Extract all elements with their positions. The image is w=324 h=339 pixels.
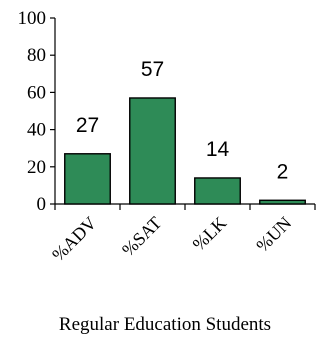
y-tick-label: 60 [27, 82, 46, 103]
y-axis: 0 20 40 60 80 100 [18, 8, 56, 215]
data-label: 57 [141, 58, 164, 81]
data-label: 2 [277, 160, 289, 183]
data-label: 14 [206, 138, 230, 161]
data-labels: 27 57 14 2 [76, 58, 289, 183]
bar-sat [129, 97, 176, 205]
y-tick-label: 40 [27, 120, 46, 141]
x-axis-label: Regular Education Students [59, 314, 271, 335]
category-label: %ADV [48, 213, 100, 265]
category-label: %UN [252, 213, 295, 256]
x-axis [54, 203, 316, 210]
y-tick-label: 20 [27, 157, 46, 178]
category-label: %SAT [118, 213, 165, 260]
bar-adv [64, 153, 111, 205]
y-tick-label: 80 [27, 45, 46, 66]
bar-lk [194, 177, 241, 205]
category-labels: %ADV %SAT %LK %UN [48, 213, 295, 265]
y-tick-label: 0 [37, 194, 47, 215]
category-label: %LK [189, 213, 231, 255]
y-tick-label: 100 [18, 8, 47, 29]
bars [64, 97, 306, 205]
bar-un [259, 199, 306, 205]
data-label: 27 [76, 114, 99, 137]
